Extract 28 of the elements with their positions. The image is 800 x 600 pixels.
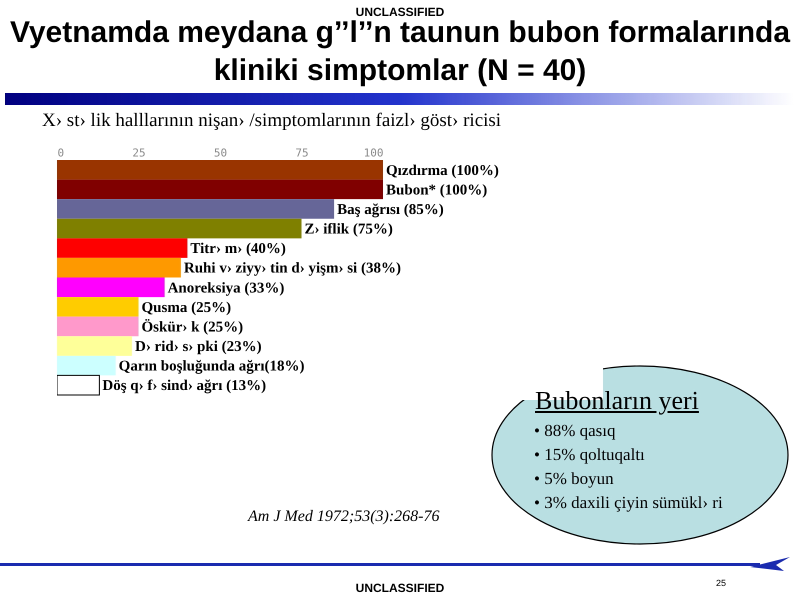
- text: • 5% boyun: [534, 469, 614, 489]
- y-tick-label: Baş ağrısı (85%): [337, 202, 444, 218]
- text: • 3% daxili çiyin sümükl› ri: [534, 493, 723, 513]
- y-tick-label: Titr› m› (40%): [190, 241, 286, 258]
- y-tick-label: Qusma (25%): [142, 300, 232, 316]
- y-tick-label: Öskür› k (25%): [142, 318, 244, 336]
- y-tick-label: Döş q› f› sind› ağrı (13%): [102, 378, 266, 394]
- x-tick-label: 25: [132, 146, 146, 160]
- text: • 88% qasıq: [534, 421, 616, 441]
- text: Am J Med 1972;53(3):268-76: [248, 508, 440, 526]
- text: UNCLASSIFIED: [356, 581, 444, 595]
- chart-title: Vyetnamda meydana g’’l’’n taunun bubon formalarında kliniki simptomlar (N = 40): [8, 16, 792, 89]
- y-tick-label: Z› iflik (75%): [304, 222, 393, 238]
- y-tick-label: Qarın boşluğunda ağrı(18%): [118, 358, 305, 375]
- x-tick-label: 100: [364, 146, 384, 160]
- text: 25: [716, 578, 726, 588]
- text: Bubonların yeri: [535, 386, 699, 416]
- y-tick-label: Qızdırma (100%): [386, 162, 499, 179]
- y-tick-label: Anoreksiya (33%): [168, 280, 284, 296]
- text: UNCLASSIFIED: [354, 5, 446, 19]
- x-tick-label: 50: [214, 146, 228, 160]
- x-tick-label: 0: [58, 146, 64, 160]
- text: • 15% qoltuqaltı: [534, 445, 645, 465]
- x-tick-label: 75: [295, 146, 309, 160]
- y-tick-label: Ruhi v› ziyy› tin d› yişm› si (38%): [184, 260, 401, 277]
- y-tick-label: Bubon* (100%): [386, 182, 488, 198]
- chart-subtitle: X› st› lik halllarının nişan› /simptomlarının faizl› göst› ricisi: [42, 110, 502, 132]
- y-tick-label: D› rid› s› pki (23%): [134, 339, 262, 356]
